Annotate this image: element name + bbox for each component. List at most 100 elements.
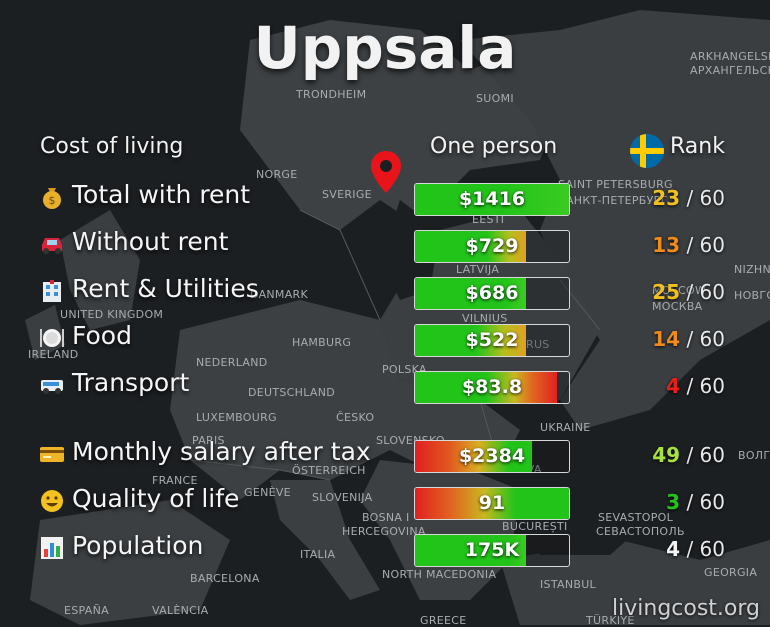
- map-label: UKRAINE: [540, 421, 591, 434]
- bar-monthly-salary-after-tax: $2384: [414, 440, 570, 473]
- map-label: GEORGIA: [704, 566, 758, 579]
- bar-value-label: $522: [465, 329, 519, 351]
- map-label: SEVASTOPOL: [598, 511, 674, 524]
- rank-transport: 4 / 60: [666, 374, 725, 398]
- map-label: ВОЛГ: [738, 449, 770, 462]
- map-label: АРХАНГЕЛЬСК: [690, 64, 770, 77]
- rank-number: 49: [652, 443, 681, 467]
- bar-fill: [415, 325, 526, 356]
- map-label: TRONDHEIM: [296, 88, 367, 101]
- map-label: NIZHNY: [734, 263, 770, 276]
- map-label: LUXEMBOURG: [196, 411, 277, 424]
- bar-chart-icon: [38, 535, 66, 561]
- money-bag-icon: $: [38, 184, 66, 210]
- row-label-without-rent: Without rent: [72, 227, 229, 256]
- credit-card-icon: [38, 441, 66, 467]
- rank-total: / 60: [680, 537, 725, 561]
- row-label-transport: Transport: [72, 368, 190, 397]
- map-label: HAMBURG: [292, 336, 352, 349]
- map-label: BOSNA I: [362, 511, 410, 524]
- rank-number: 14: [652, 327, 681, 351]
- map-label: ESPAÑA: [64, 604, 109, 617]
- map-label: VILNIUS: [462, 312, 508, 325]
- bar-fill: [415, 535, 526, 566]
- rank-food: 14 / 60: [652, 327, 725, 351]
- map-label: ISTANBUL: [540, 578, 596, 591]
- map-label: SLOVENIJA: [312, 491, 373, 504]
- rank-total: / 60: [680, 490, 725, 514]
- bar-without-rent: $729: [414, 230, 570, 263]
- bar-value-label: $1416: [458, 188, 526, 210]
- map-label: NORGE: [256, 168, 298, 181]
- hotel-icon: [38, 278, 66, 304]
- map-label: EESTI: [472, 213, 505, 226]
- row-label-quality-of-life: Quality of life: [72, 484, 240, 513]
- rank-number: 13: [652, 233, 681, 257]
- rank-total: / 60: [680, 443, 725, 467]
- smiley-icon: [38, 488, 66, 514]
- rank-number: 3: [666, 490, 681, 514]
- row-label-rent-utilities: Rent & Utilities: [72, 274, 259, 303]
- map-label: NORTH MACEDONIA: [382, 568, 497, 581]
- rank-number: 4: [666, 537, 681, 561]
- map-label: GENÈVE: [244, 486, 291, 499]
- map-label: BARCELONA: [190, 572, 260, 585]
- header-rank: Rank: [670, 134, 725, 159]
- bar-population: 175K: [414, 534, 570, 567]
- map-label: SAINT PETERSBURG: [558, 178, 673, 191]
- map-label: ITALIA: [300, 548, 336, 561]
- rank-without-rent: 13 / 60: [652, 233, 725, 257]
- map-label: MOSCOW: [652, 284, 707, 297]
- bar-transport: $83.8: [414, 371, 570, 404]
- minibus-icon: [38, 372, 66, 398]
- bar-value-label: $83.8: [461, 376, 523, 398]
- map-label: DANMARK: [250, 288, 309, 301]
- map-label: LATVIJA: [456, 263, 500, 276]
- car-icon: [38, 231, 66, 257]
- rank-quality-of-life: 3 / 60: [666, 490, 725, 514]
- map-label: TÜRKIYE: [586, 614, 635, 627]
- rank-total: / 60: [680, 186, 725, 210]
- location-pin-icon: [371, 151, 401, 193]
- map-label: САНКТ-ПЕТЕРБУРГ: [558, 194, 668, 207]
- header-cost-of-living: Cost of living: [40, 134, 184, 159]
- bar-value-label: 175K: [464, 539, 520, 561]
- map-label: NEDERLAND: [196, 356, 268, 369]
- rank-number: 23: [652, 186, 681, 210]
- map-label: GREECE: [420, 614, 467, 627]
- bar-fill: [415, 372, 557, 403]
- rank-number: 25: [652, 280, 681, 304]
- map-label: BUCUREȘTI: [502, 520, 568, 533]
- rank-total-with-rent: 23 / 60: [652, 186, 725, 210]
- row-label-total-with-rent: Total with rent: [72, 180, 251, 209]
- map-label: RUS: [526, 338, 550, 351]
- rank-total: / 60: [680, 280, 725, 304]
- bar-quality-of-life: 91: [414, 487, 570, 520]
- row-label-population: Population: [72, 531, 204, 560]
- bar-fill: [415, 488, 569, 519]
- row-label-food: Food: [72, 321, 132, 350]
- map-label: SUOMI: [476, 92, 514, 105]
- header-one-person: One person: [430, 134, 558, 159]
- bar-fill: [415, 441, 533, 472]
- bar-value-label: $2384: [458, 445, 526, 467]
- map-label: PARIS: [192, 434, 225, 447]
- rank-total: / 60: [680, 327, 725, 351]
- map-label: HERCEGOVINA: [342, 525, 426, 538]
- map-label: ČESKO: [336, 411, 375, 424]
- bar-value-label: 91: [478, 492, 506, 514]
- map-label: МОСКВА: [652, 300, 703, 313]
- row-label-monthly-salary-after-tax: Monthly salary after tax: [72, 437, 371, 466]
- map-label: IRELAND: [28, 348, 79, 361]
- svg-text:$: $: [49, 194, 56, 207]
- map-label: FRANCE: [152, 474, 198, 487]
- bar-rent-utilities: $686: [414, 277, 570, 310]
- rank-rent-utilities: 25 / 60: [652, 280, 725, 304]
- rank-number: 4: [666, 374, 681, 398]
- plate-icon: [38, 325, 66, 351]
- bar-food: $522: [414, 324, 570, 357]
- map-label: НОВГО: [734, 289, 770, 302]
- map-label: SVERIGE: [322, 188, 372, 201]
- watermark: livingcost.org: [612, 596, 760, 621]
